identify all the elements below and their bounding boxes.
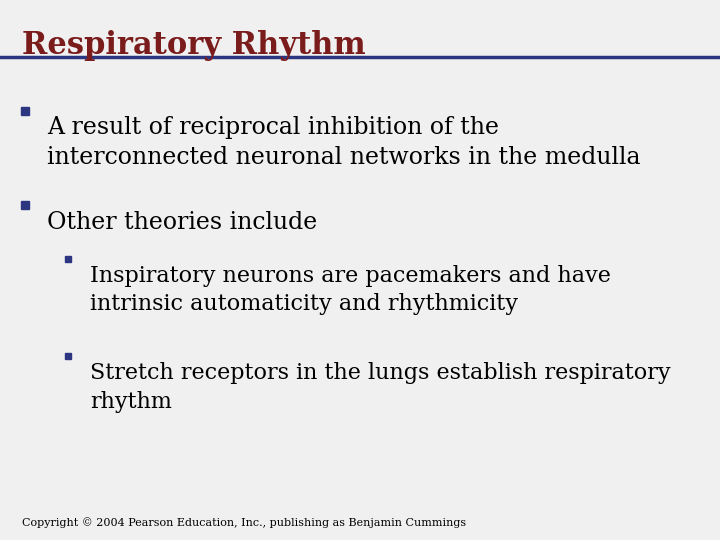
Text: A result of reciprocal inhibition of the
interconnected neuronal networks in the: A result of reciprocal inhibition of the… [47, 116, 640, 170]
Text: Copyright © 2004 Pearson Education, Inc., publishing as Benjamin Cummings: Copyright © 2004 Pearson Education, Inc.… [22, 517, 466, 528]
Text: Stretch receptors in the lungs establish respiratory
rhythm: Stretch receptors in the lungs establish… [90, 362, 670, 413]
Text: Inspiratory neurons are pacemakers and have
intrinsic automaticity and rhythmici: Inspiratory neurons are pacemakers and h… [90, 265, 611, 315]
Text: Other theories include: Other theories include [47, 211, 317, 234]
Text: Respiratory Rhythm: Respiratory Rhythm [22, 30, 365, 60]
